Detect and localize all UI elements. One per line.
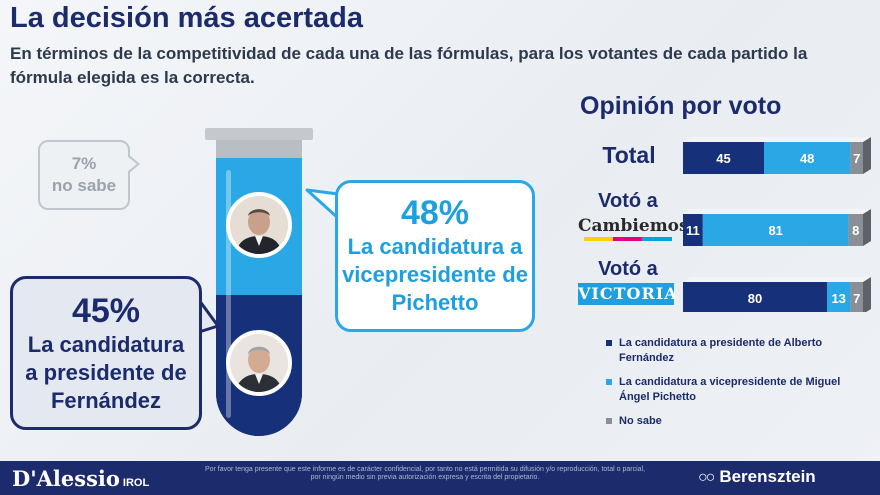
opinion-title: Opinión por voto bbox=[580, 92, 782, 120]
bar-label-fernandez-row2: 80 bbox=[748, 291, 762, 306]
legend-label-fernandez: La candidatura a presidente de Alberto F… bbox=[619, 337, 823, 364]
bar-fernandez-row0 bbox=[683, 142, 764, 174]
fernandez-line1: La candidatura bbox=[27, 332, 185, 357]
fernandez-line2: a presidente de bbox=[25, 360, 187, 385]
bar-top-face-row2 bbox=[683, 277, 871, 282]
berensztein-logo: ○○ Berensztein bbox=[698, 467, 816, 487]
bar-label-pichetto-row0: 48 bbox=[800, 151, 814, 166]
dalessio-logo-text: D'Alessio bbox=[12, 466, 120, 491]
pichetto-line3: Pichetto bbox=[391, 290, 479, 315]
bar-side-face-row1 bbox=[863, 209, 871, 246]
cambiemos-logo-text: Cambiemos bbox=[578, 216, 689, 236]
row-label-victoria-prefix: Votó a bbox=[598, 258, 658, 280]
bar-label-nosabe-row1: 8 bbox=[852, 223, 859, 238]
cambiemos-logo-stripe bbox=[584, 237, 672, 241]
fernandez-bubble: 45% La candidatura a presidente de Ferná… bbox=[10, 276, 202, 430]
pichetto-line1: La candidatura a bbox=[347, 234, 523, 259]
bar-label-fernandez-row0: 45 bbox=[716, 151, 730, 166]
tube-shine bbox=[226, 170, 231, 418]
legend-swatch-pichetto bbox=[606, 379, 612, 385]
cambiemos-logo: Cambiemos bbox=[578, 216, 689, 241]
legend-swatch-fernandez bbox=[606, 340, 612, 346]
bar-label-nosabe-row0: 7 bbox=[853, 151, 860, 166]
fernandez-line3: Fernández bbox=[50, 388, 162, 413]
row-label-cambiemos-prefix: Votó a bbox=[598, 190, 658, 212]
bar-top-face-row0 bbox=[683, 137, 871, 142]
row-label-total: Total bbox=[602, 142, 656, 168]
pichetto-pct: 48% bbox=[400, 194, 470, 232]
bar-top-face-row1 bbox=[683, 209, 871, 214]
no-sabe-bubble: 7% no sabe bbox=[38, 140, 140, 210]
victoria-logo: VICTORIA bbox=[578, 283, 678, 305]
footer-bar: D'Alessio IROL Por favor tenga presente q… bbox=[0, 461, 880, 495]
bar-fernandez-row2 bbox=[683, 282, 827, 312]
legend-item-pichetto: La candidatura a vicepresidente de Migue… bbox=[606, 375, 866, 405]
legend-item-nosabe: No sabe bbox=[606, 414, 866, 429]
fernandez-portrait-icon bbox=[230, 334, 288, 392]
bar-side-face-row2 bbox=[863, 277, 871, 312]
dalessio-logo: D'Alessio IROL bbox=[12, 466, 149, 491]
pichetto-line2: vicepresidente de bbox=[342, 262, 528, 287]
berensztein-logo-text: Berensztein bbox=[719, 467, 816, 486]
legend-label-nosabe: No sabe bbox=[619, 415, 662, 427]
berensztein-mark-icon: ○○ bbox=[698, 469, 715, 486]
legend-item-fernandez: La candidatura a presidente de Alberto F… bbox=[606, 336, 866, 366]
bar-pichetto-row1 bbox=[702, 214, 849, 246]
bar-label-fernandez-row1: 11 bbox=[686, 223, 700, 238]
bar-fernandez-row1 bbox=[683, 214, 703, 246]
confidentiality-note: Por favor tenga presente que este inform… bbox=[204, 466, 646, 481]
fernandez-avatar bbox=[226, 330, 292, 396]
bubble-tail-inner bbox=[127, 156, 137, 172]
bar-nosabe-row0 bbox=[850, 142, 863, 174]
no-sabe-pct: 7% bbox=[71, 154, 97, 173]
opinion-bar-chart: 45 48 7 11 81 8 80 13 7 bbox=[683, 137, 871, 312]
legend-label-pichetto: La candidatura a vicepresidente de Migue… bbox=[619, 376, 841, 403]
fernandez-pct: 45% bbox=[71, 292, 141, 330]
tube-cap bbox=[205, 128, 313, 140]
dalessio-logo-sub: IROL bbox=[122, 477, 150, 489]
bar-side-face-row0 bbox=[863, 137, 871, 174]
tube-neck bbox=[216, 140, 302, 158]
pichetto-avatar bbox=[226, 192, 292, 258]
pichetto-bubble: 48% La candidatura a vicepresidente de P… bbox=[335, 180, 535, 332]
page-subtitle: En términos de la competitividad de cada… bbox=[10, 44, 808, 87]
bar-pichetto-row0 bbox=[764, 142, 851, 174]
legend-swatch-nosabe bbox=[606, 418, 612, 424]
page-title: La decisión más acertada bbox=[10, 2, 363, 34]
bar-label-pichetto-row2: 13 bbox=[831, 291, 845, 306]
bar-label-pichetto-row1: 81 bbox=[768, 223, 782, 238]
bar-nosabe-row2 bbox=[850, 282, 863, 312]
bar-pichetto-row2 bbox=[827, 282, 851, 312]
bar-label-nosabe-row2: 7 bbox=[853, 291, 860, 306]
no-sabe-text: no sabe bbox=[51, 176, 117, 195]
chart-legend: La candidatura a presidente de Alberto F… bbox=[606, 336, 866, 438]
bar-nosabe-row1 bbox=[848, 214, 863, 246]
pichetto-portrait-icon bbox=[230, 196, 288, 254]
